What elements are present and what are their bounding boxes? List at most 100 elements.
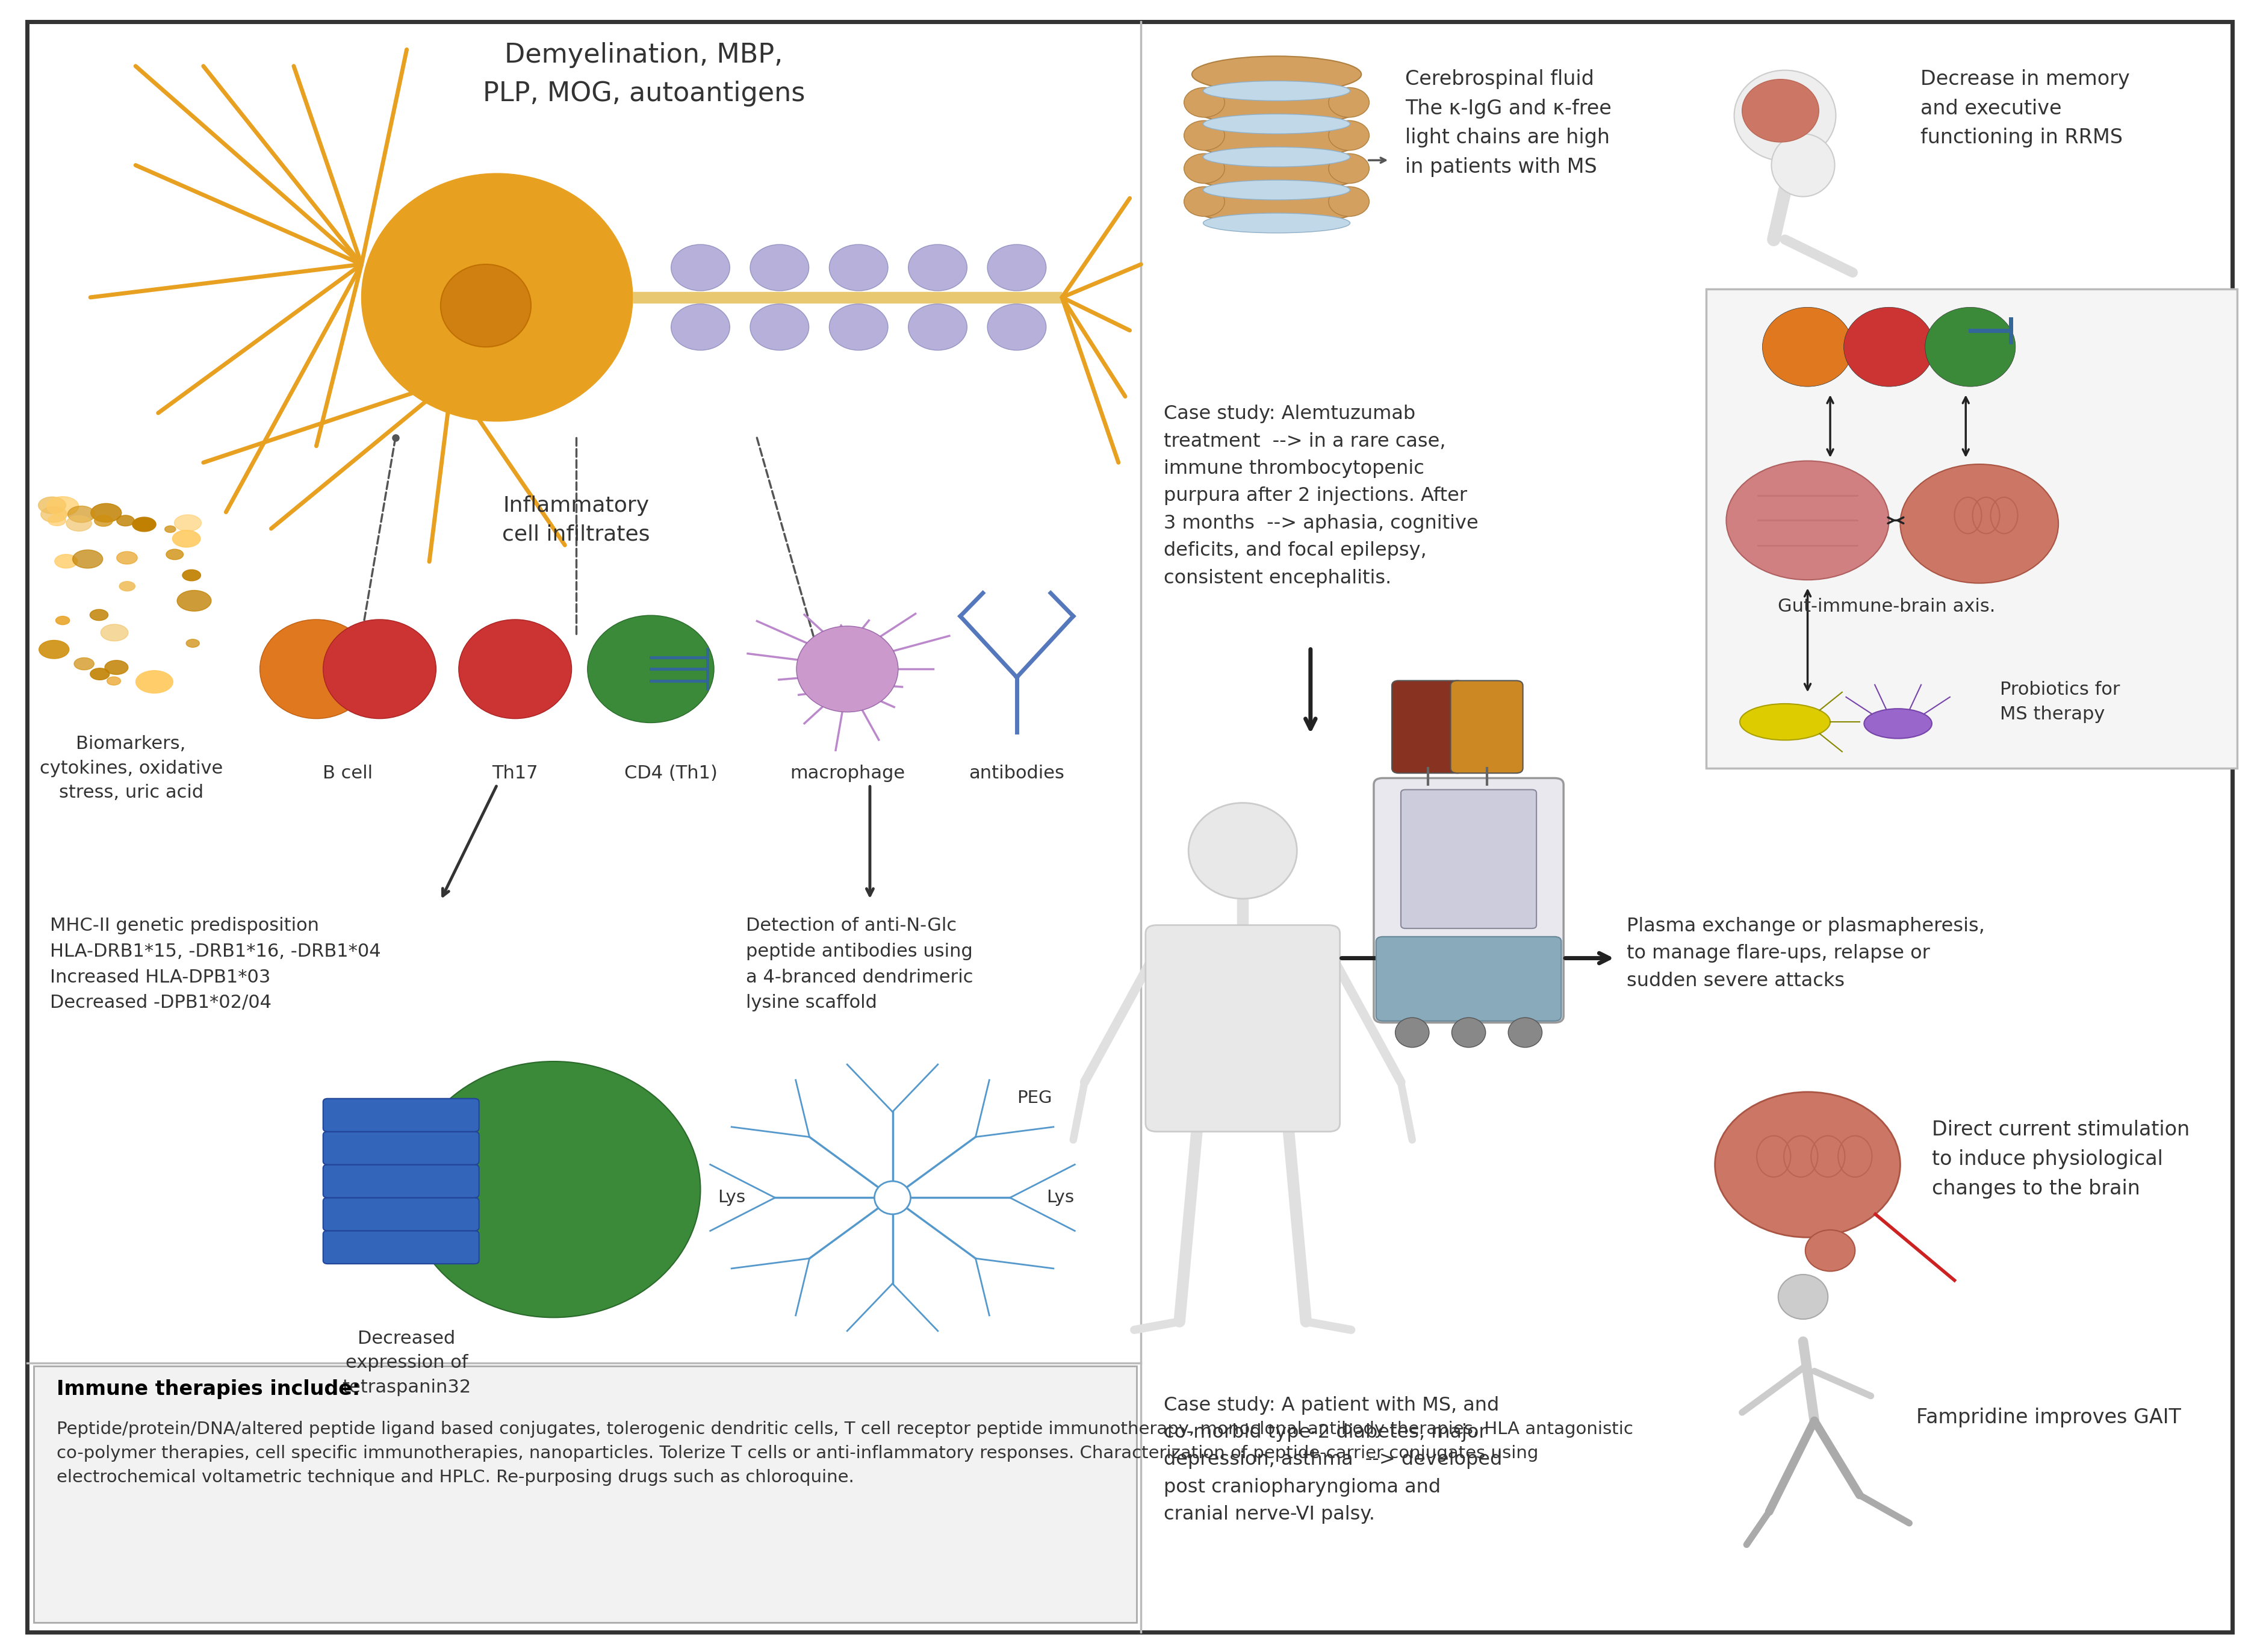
Ellipse shape (1779, 1275, 1829, 1318)
Text: Detection of anti-N-Glc
peptide antibodies using
a 4-branced dendrimeric
lysine : Detection of anti-N-Glc peptide antibodi… (745, 917, 973, 1011)
Ellipse shape (362, 173, 634, 421)
Text: Case study: A patient with MS, and
co-morbid type-2 diabetes, major
depression, : Case study: A patient with MS, and co-mo… (1163, 1396, 1503, 1523)
Ellipse shape (907, 304, 966, 350)
Ellipse shape (1328, 121, 1369, 150)
Ellipse shape (1184, 88, 1224, 117)
Ellipse shape (1901, 464, 2059, 583)
Ellipse shape (186, 639, 199, 648)
Text: Demyelination, MBP,
PLP, MOG, autoantigens: Demyelination, MBP, PLP, MOG, autoantige… (482, 43, 806, 106)
Text: PEG: PEG (1016, 1090, 1052, 1107)
Ellipse shape (57, 616, 70, 624)
Ellipse shape (136, 671, 172, 694)
FancyBboxPatch shape (1451, 681, 1523, 773)
FancyBboxPatch shape (27, 21, 2231, 1632)
Text: Direct current stimulation
to induce physiological
changes to the brain: Direct current stimulation to induce phy… (1933, 1120, 2191, 1198)
Ellipse shape (1193, 188, 1362, 225)
Ellipse shape (91, 504, 122, 522)
Ellipse shape (41, 507, 68, 522)
Ellipse shape (1865, 709, 1933, 738)
FancyBboxPatch shape (1706, 289, 2236, 768)
Text: macrophage: macrophage (790, 765, 905, 783)
Ellipse shape (183, 570, 201, 582)
Text: B cell: B cell (324, 765, 373, 783)
Ellipse shape (104, 661, 129, 674)
Ellipse shape (1328, 154, 1369, 183)
FancyBboxPatch shape (324, 1099, 480, 1132)
Ellipse shape (1507, 1018, 1541, 1047)
Text: MHC-II genetic predisposition
HLA-DRB1*15, -DRB1*16, -DRB1*04
Increased HLA-DPB1: MHC-II genetic predisposition HLA-DRB1*1… (50, 917, 380, 1011)
Ellipse shape (749, 304, 808, 350)
Ellipse shape (260, 620, 373, 719)
FancyBboxPatch shape (1376, 937, 1561, 1021)
Ellipse shape (1844, 307, 1935, 387)
Ellipse shape (174, 515, 201, 532)
Ellipse shape (1193, 155, 1362, 192)
Ellipse shape (75, 657, 95, 671)
Ellipse shape (324, 620, 437, 719)
Ellipse shape (102, 624, 129, 641)
Text: Biomarkers,
cytokines, oxidative
stress, uric acid: Biomarkers, cytokines, oxidative stress,… (38, 735, 222, 801)
Text: Case study: Alemtuzumab
treatment  --> in a rare case,
immune thrombocytopenic
p: Case study: Alemtuzumab treatment --> in… (1163, 405, 1478, 588)
Ellipse shape (1204, 180, 1351, 200)
Ellipse shape (131, 517, 156, 532)
Ellipse shape (1328, 187, 1369, 216)
Ellipse shape (1184, 187, 1224, 216)
Ellipse shape (1328, 88, 1369, 117)
Text: Inflammatory
cell infiltrates: Inflammatory cell infiltrates (502, 496, 649, 545)
Text: Decreased
expression of
tetraspanin32: Decreased expression of tetraspanin32 (342, 1330, 471, 1396)
Ellipse shape (459, 620, 573, 719)
Text: Lys: Lys (1046, 1189, 1075, 1206)
Ellipse shape (672, 244, 729, 291)
Text: Gut-immune-brain axis.: Gut-immune-brain axis. (1779, 598, 1996, 616)
Ellipse shape (118, 552, 138, 563)
Ellipse shape (828, 244, 887, 291)
Text: Th17: Th17 (491, 765, 539, 783)
FancyBboxPatch shape (324, 1132, 480, 1165)
Ellipse shape (987, 304, 1046, 350)
Ellipse shape (1733, 69, 1835, 162)
Ellipse shape (1204, 81, 1351, 101)
Ellipse shape (1193, 122, 1362, 159)
Ellipse shape (38, 641, 70, 659)
Text: Decrease in memory
and executive
functioning in RRMS: Decrease in memory and executive functio… (1921, 69, 2129, 147)
Ellipse shape (1193, 56, 1362, 93)
Ellipse shape (120, 582, 136, 591)
FancyBboxPatch shape (1401, 790, 1537, 928)
Ellipse shape (828, 304, 887, 350)
Ellipse shape (1396, 1018, 1430, 1047)
Ellipse shape (68, 506, 95, 522)
FancyBboxPatch shape (324, 1231, 480, 1264)
Text: Plasma exchange or plasmapheresis,
to manage flare-ups, relapse or
sudden severe: Plasma exchange or plasmapheresis, to ma… (1627, 917, 1985, 990)
Ellipse shape (441, 264, 532, 347)
Text: Probiotics for
MS therapy: Probiotics for MS therapy (2000, 681, 2120, 724)
Ellipse shape (987, 244, 1046, 291)
Ellipse shape (177, 590, 210, 611)
Ellipse shape (66, 515, 93, 532)
Ellipse shape (797, 626, 898, 712)
Ellipse shape (907, 244, 966, 291)
Ellipse shape (1188, 803, 1297, 899)
Ellipse shape (106, 677, 120, 686)
Ellipse shape (1204, 213, 1351, 233)
Ellipse shape (95, 515, 113, 527)
Ellipse shape (1763, 307, 1853, 387)
FancyBboxPatch shape (1374, 778, 1564, 1023)
Ellipse shape (38, 497, 66, 514)
FancyBboxPatch shape (324, 1198, 480, 1231)
FancyBboxPatch shape (1145, 925, 1340, 1132)
Ellipse shape (172, 530, 201, 547)
Ellipse shape (1926, 307, 2016, 387)
Ellipse shape (1204, 147, 1351, 167)
Ellipse shape (1184, 154, 1224, 183)
Ellipse shape (91, 667, 109, 681)
Ellipse shape (91, 610, 109, 621)
Text: Immune therapies include:: Immune therapies include: (57, 1379, 360, 1399)
Ellipse shape (588, 616, 715, 724)
Ellipse shape (54, 555, 77, 568)
Text: Lys: Lys (717, 1189, 745, 1206)
Text: Peptide/protein/DNA/altered peptide ligand based conjugates, tolerogenic dendrit: Peptide/protein/DNA/altered peptide liga… (57, 1421, 1634, 1485)
FancyBboxPatch shape (1392, 681, 1464, 773)
Ellipse shape (874, 1181, 910, 1214)
FancyBboxPatch shape (324, 1165, 480, 1198)
FancyBboxPatch shape (34, 1366, 1136, 1622)
